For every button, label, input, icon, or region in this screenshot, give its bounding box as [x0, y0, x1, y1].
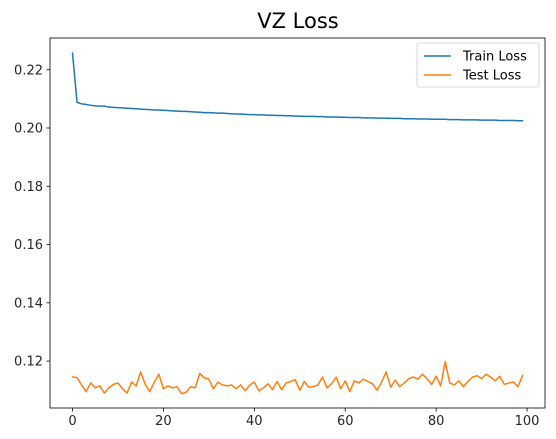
x-tick-label: 60: [337, 414, 354, 429]
axes: 0 20 40 60 80 100 0.12 0.14 0.16 0.18 0.20 0.22: [14, 37, 546, 429]
series-line-test-loss: [71, 360, 524, 395]
series-line-train-loss: [71, 52, 524, 122]
chart-title: VZ Loss: [257, 9, 339, 33]
y-tick-label: 0.22: [14, 63, 43, 78]
y-tick-label: 0.20: [14, 122, 43, 137]
x-tick-label: 100: [515, 414, 540, 429]
legend-box: [416, 42, 540, 88]
x-tick-label: 40: [246, 414, 263, 429]
y-tick-label: 0.18: [14, 180, 43, 195]
axes-frame: [49, 37, 546, 409]
x-tick-label: 80: [428, 414, 445, 429]
legend: Train Loss Test Loss: [416, 42, 540, 88]
legend-label-train-loss: Train Loss: [462, 50, 527, 65]
y-tick-label: 0.14: [14, 296, 43, 311]
legend-label-test-loss: Test Loss: [462, 69, 521, 84]
y-tick-label: 0.16: [14, 238, 43, 253]
x-tick-label: 0: [68, 414, 76, 429]
x-tick-label: 20: [155, 414, 172, 429]
y-tick-label: 0.12: [14, 355, 43, 370]
plot-area: [71, 52, 524, 395]
